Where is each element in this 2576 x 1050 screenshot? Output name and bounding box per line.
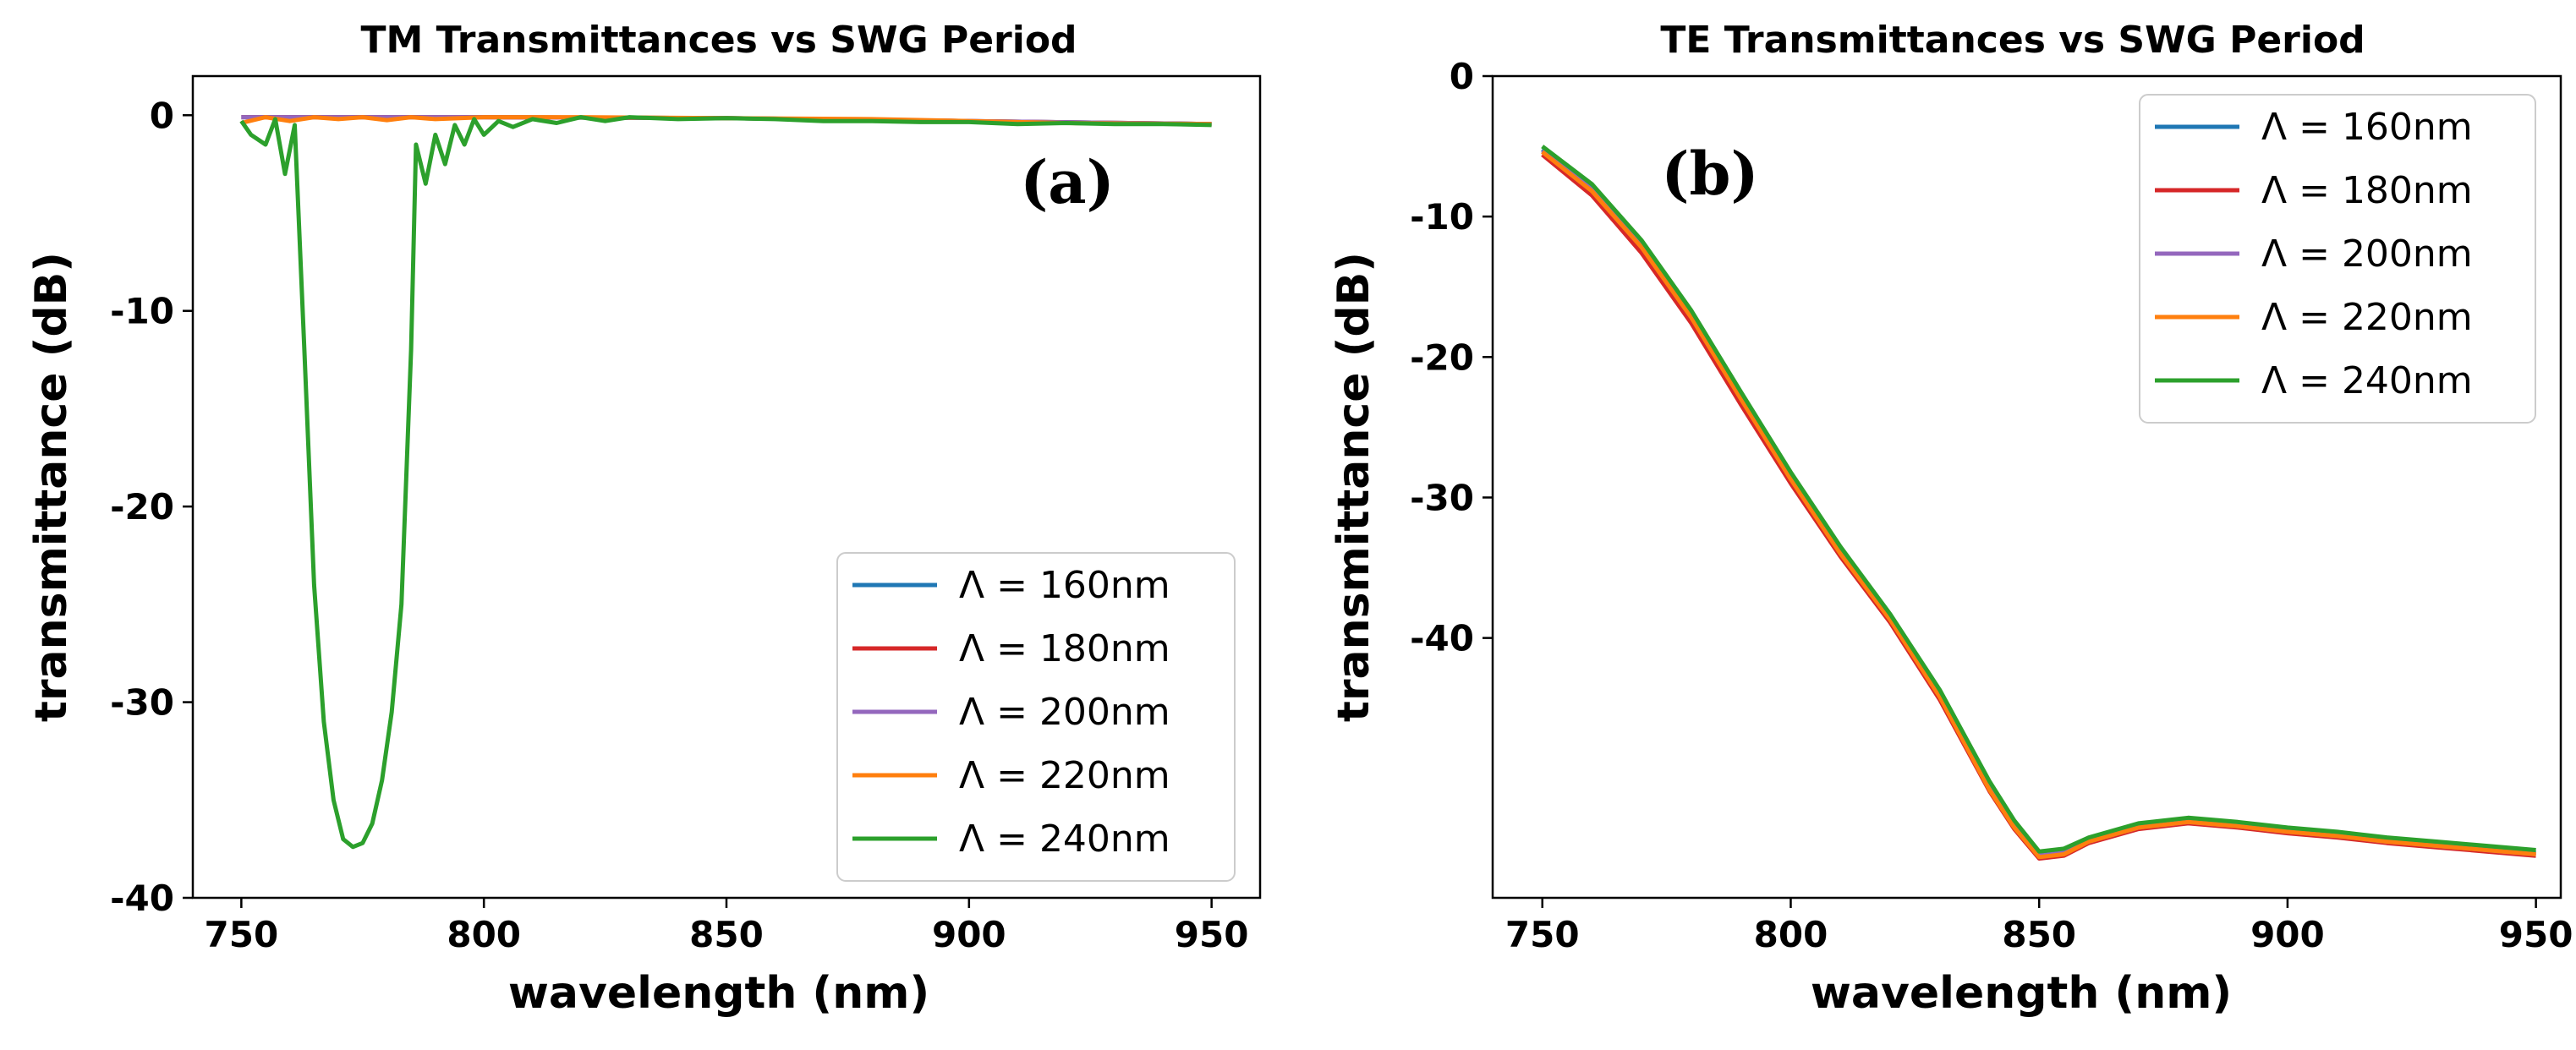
legend-label: Λ = 200nm xyxy=(2261,232,2473,276)
y-tick-label: -30 xyxy=(110,682,174,724)
x-axis-label: wavelength (nm) xyxy=(1811,968,2232,1019)
y-axis-ticks: 0 -10 -20 -30 -40 xyxy=(1410,56,1493,659)
y-tick-label: -40 xyxy=(1410,618,1474,659)
legend-items: Λ = 160nm Λ = 180nm Λ = 200nm Λ = 220nm Λ = … xyxy=(852,564,1170,861)
y-tick-label: 0 xyxy=(150,95,174,136)
x-axis-ticks: 750 800 850 900 950 xyxy=(205,898,1249,955)
legend-label: Λ = 180nm xyxy=(959,627,1170,670)
x-tick-label: 800 xyxy=(447,914,521,955)
legend: Λ = 160nm Λ = 180nm Λ = 200nm Λ = 220nm Λ = … xyxy=(836,552,1236,882)
series-layer xyxy=(239,115,1212,850)
plot-frame xyxy=(1491,74,2562,900)
x-tick-label: 800 xyxy=(1754,914,1828,955)
y-tick-label: 0 xyxy=(1450,56,1474,97)
legend-label: Λ = 160nm xyxy=(959,564,1170,607)
legend-box xyxy=(836,552,1236,882)
series-line xyxy=(1541,150,2536,860)
y-tick-label: -30 xyxy=(1410,477,1474,518)
x-tick-label: 900 xyxy=(2250,914,2325,955)
y-axis-ticks: 0 -10 -20 -30 -40 xyxy=(110,95,193,919)
panel-label: (b) xyxy=(1661,139,1758,209)
legend-label: Λ = 240nm xyxy=(959,818,1170,861)
x-tick-label: 950 xyxy=(1175,914,1249,955)
y-axis-label: transmittance (dB) xyxy=(26,252,77,722)
chart-tm: TM Transmittances vs SWG Period 750 800 85… xyxy=(26,19,1262,1019)
legend-label: Λ = 240nm xyxy=(2261,359,2473,402)
chart-te: TE Transmittances vs SWG Period 750 800 85… xyxy=(1329,19,2573,1019)
legend-label: Λ = 220nm xyxy=(2261,296,2473,339)
x-tick-label: 850 xyxy=(2002,914,2076,955)
x-tick-label: 850 xyxy=(689,914,764,955)
chart-title: TM Transmittances vs SWG Period xyxy=(360,19,1077,62)
legend: Λ = 160nm Λ = 180nm Λ = 200nm Λ = 220nm Λ = … xyxy=(2139,94,2536,424)
legend-label: Λ = 160nm xyxy=(2261,106,2473,149)
x-tick-label: 950 xyxy=(2499,914,2573,955)
legend-label: Λ = 200nm xyxy=(959,691,1170,734)
x-axis-label: wavelength (nm) xyxy=(508,968,929,1019)
y-tick-label: -10 xyxy=(110,291,174,332)
panel-label: (a) xyxy=(1020,147,1115,217)
series-layer xyxy=(1541,145,2536,861)
series-line xyxy=(239,115,1212,850)
y-tick-label: -20 xyxy=(110,486,174,528)
legend-label: Λ = 180nm xyxy=(2261,169,2473,212)
legend-box xyxy=(2139,94,2536,424)
x-tick-label: 750 xyxy=(1505,914,1580,955)
y-tick-label: -20 xyxy=(1410,336,1474,378)
chart-title: TE Transmittances vs SWG Period xyxy=(1660,19,2365,62)
x-tick-label: 900 xyxy=(932,914,1006,955)
y-tick-label: -10 xyxy=(1410,196,1474,238)
y-axis-label: transmittance (dB) xyxy=(1329,252,1379,722)
legend-items: Λ = 160nm Λ = 180nm Λ = 200nm Λ = 220nm Λ = … xyxy=(2155,106,2473,402)
legend-label: Λ = 220nm xyxy=(959,754,1170,797)
x-tick-label: 750 xyxy=(205,914,279,955)
y-tick-label: -40 xyxy=(110,878,174,919)
x-axis-ticks: 750 800 850 900 950 xyxy=(1505,898,2573,955)
series-line xyxy=(1541,145,2536,854)
